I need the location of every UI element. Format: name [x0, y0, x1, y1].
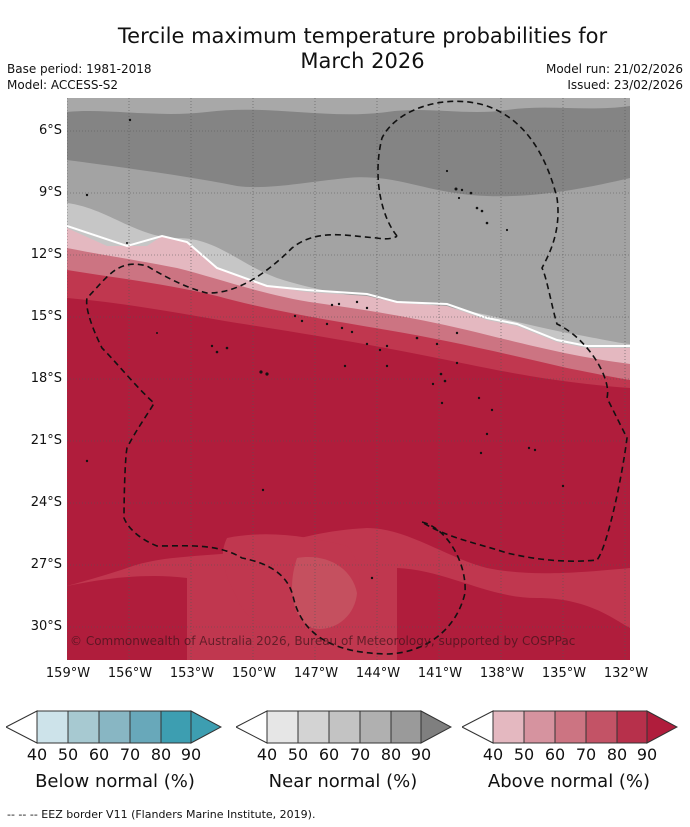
colorbar-tick: 40 — [26, 745, 48, 764]
colorbar-tick: 80 — [606, 745, 628, 764]
colorbar-segment — [129, 710, 162, 744]
colorbar-arrow-left — [236, 710, 268, 744]
colorbar-segment — [585, 710, 618, 744]
colorbar-segment — [98, 710, 131, 744]
colorbar-tick: 70 — [119, 745, 141, 764]
lat-label: 27°S — [30, 557, 62, 572]
colorbar-arrow-right — [646, 710, 678, 744]
lon-label: 156°W — [107, 666, 153, 681]
title-line-1: Tercile maximum temperature probabilitie… — [117, 24, 608, 48]
above-normal-core-region — [67, 298, 630, 586]
near-normal-colorbar — [236, 710, 452, 744]
right-metadata: Model run: 21/02/2026 Issued: 23/02/2026 — [546, 61, 683, 93]
eez-french-polynesia — [377, 100, 628, 562]
near-normal-title: Near normal (%) — [268, 771, 418, 792]
lat-label: 9°S — [38, 185, 62, 200]
lon-label: 135°W — [541, 666, 587, 681]
colorbar-tick: 50 — [57, 745, 79, 764]
title-line-2: March 2026 — [300, 49, 425, 73]
category-boundary-line — [67, 225, 630, 347]
colorbar-segment — [328, 710, 361, 744]
colorbar-tick: 60 — [544, 745, 566, 764]
above-normal-title: Above normal (%) — [487, 771, 651, 792]
issued-date: Issued: 23/02/2026 — [567, 78, 683, 92]
lat-label: 21°S — [30, 433, 62, 448]
above-normal-core-se — [397, 568, 630, 660]
lat-label: 12°S — [30, 247, 62, 262]
lon-label: 138°W — [479, 666, 525, 681]
above-normal-light-patch — [292, 557, 357, 629]
colorbar-arrow-right — [190, 710, 222, 744]
graticule — [67, 98, 630, 660]
colorbar-tick: 80 — [380, 745, 402, 764]
model-run: Model run: 21/02/2026 — [545, 62, 683, 76]
colorbar-tick: 40 — [482, 745, 504, 764]
colorbar-segment — [554, 710, 587, 744]
colorbar-tick: 40 — [256, 745, 278, 764]
colorbar-tick: 70 — [575, 745, 597, 764]
below-normal-title: Below normal (%) — [35, 771, 195, 792]
colorbar-segment — [266, 710, 299, 744]
lat-label: 15°S — [30, 309, 62, 324]
colorbar-segment — [67, 710, 100, 744]
map-title: Tercile maximum temperature probabilitie… — [0, 24, 690, 74]
colorbar-tick: 50 — [287, 745, 309, 764]
eez-borders — [85, 100, 628, 655]
colorbar-segment — [160, 710, 192, 744]
lon-label: 132°W — [603, 666, 649, 681]
lon-label: 141°W — [417, 666, 463, 681]
near-normal-top-strip — [67, 98, 630, 115]
colorbar-tick: 90 — [410, 745, 432, 764]
colorbar-segment — [36, 710, 69, 744]
model-name: Model: ACCESS-S2 — [7, 78, 119, 92]
lon-label: 153°W — [169, 666, 215, 681]
colorbar-tick: 70 — [349, 745, 371, 764]
above-normal-colorbar — [462, 710, 678, 744]
lat-label: 6°S — [38, 123, 62, 138]
map-canvas — [67, 98, 630, 660]
colorbar-arrow-left — [462, 710, 494, 744]
eez-legend-footer: -- -- -- EEZ border V11 (Flanders Marine… — [7, 808, 316, 821]
colorbar-segment — [523, 710, 556, 744]
lat-label: 30°S — [30, 619, 62, 634]
lon-label: 147°W — [293, 666, 339, 681]
base-period: Base period: 1981-2018 — [7, 62, 152, 76]
colorbar-tick: 60 — [318, 745, 340, 764]
lat-label: 18°S — [30, 371, 62, 386]
colorbar-segment — [616, 710, 648, 744]
lat-label: 24°S — [30, 495, 62, 510]
left-metadata: Base period: 1981-2018 Model: ACCESS-S2 — [7, 61, 152, 93]
colorbar-segment — [297, 710, 330, 744]
eez-cook-islands — [85, 233, 466, 655]
colorbar-arrow-left — [6, 710, 38, 744]
colorbar-tick: 50 — [513, 745, 535, 764]
copyright-notice: © Commonwealth of Australia 2026, Bureau… — [70, 634, 576, 648]
lon-label: 159°W — [45, 666, 91, 681]
probability-map — [67, 98, 630, 660]
colorbar-tick: 90 — [636, 745, 658, 764]
colorbar-tick: 60 — [88, 745, 110, 764]
colorbar-segment — [390, 710, 422, 744]
lon-label: 150°W — [231, 666, 277, 681]
colorbar-tick: 90 — [180, 745, 202, 764]
colorbar-segment — [492, 710, 525, 744]
colorbar-segment — [359, 710, 392, 744]
lon-label: 144°W — [355, 666, 401, 681]
island-markers — [85, 118, 565, 580]
below-normal-colorbar — [6, 710, 222, 744]
colorbar-arrow-right — [420, 710, 452, 744]
above-normal-core-sw — [67, 575, 187, 660]
colorbar-tick: 80 — [150, 745, 172, 764]
